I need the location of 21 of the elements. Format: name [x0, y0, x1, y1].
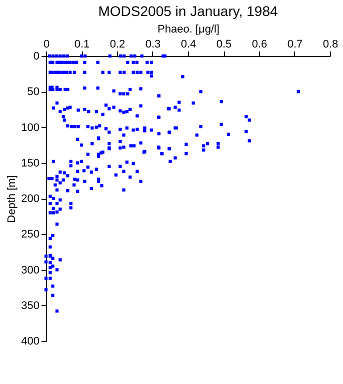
- x-tick-label: 0.3: [145, 38, 161, 50]
- chart-title: MODS2005 in January, 1984: [98, 3, 278, 19]
- x-tick-label: 0.6: [252, 38, 268, 50]
- x-tick-label: 0.7: [287, 38, 303, 50]
- y-tick-label: 150: [21, 157, 40, 170]
- x-tick-label: 0.5: [216, 38, 232, 50]
- y-tick-label: 300: [21, 264, 40, 276]
- y-axis-title: Depth [m]: [6, 175, 18, 223]
- y-tick-label: 400: [21, 336, 40, 348]
- x-tick-label: 0: [43, 38, 50, 50]
- x-tick-label: 0.2: [110, 38, 126, 50]
- x-tick-label: 0.8: [322, 38, 338, 50]
- y-tick-label: 50: [27, 86, 40, 98]
- x-tick-label: 0.4: [180, 38, 196, 50]
- y-tick-label: 200: [21, 193, 40, 205]
- x-tick-label: 0.1: [74, 38, 90, 50]
- y-tick-label: 250: [21, 228, 40, 241]
- x-axis-title: Phaeo. [μg/l]: [158, 24, 220, 36]
- y-tick-label: 0: [33, 50, 40, 62]
- y-tick-label: 100: [21, 122, 40, 134]
- y-tick-label: 350: [21, 300, 40, 312]
